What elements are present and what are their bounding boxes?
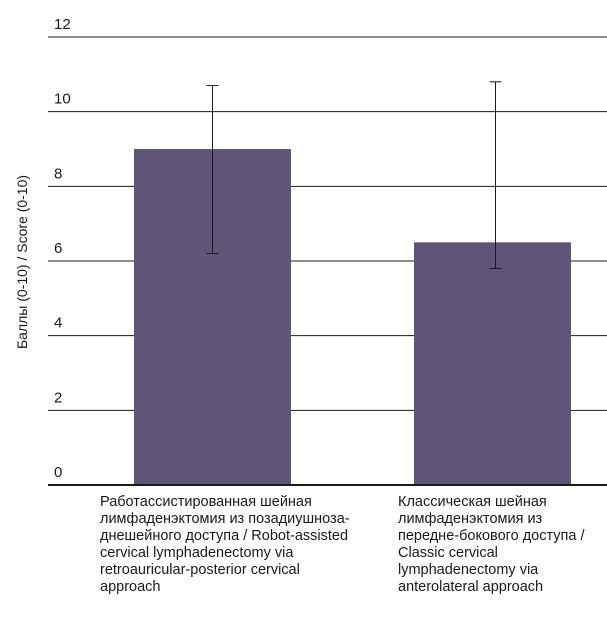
y-tick-label: 0 [54, 464, 62, 481]
y-tick-label: 10 [54, 91, 71, 108]
x-category-label-robot-assisted: Работассистированная шейная лимфаденэкто… [100, 494, 350, 595]
y-axis-label: Баллы (0-10) / Score (0-10) [14, 175, 30, 349]
y-tick-labels: 0 2 4 6 8 10 12 [54, 16, 71, 481]
error-bar-0 [206, 85, 219, 255]
error-bars [206, 81, 502, 269]
y-tick-label: 2 [54, 389, 62, 406]
y-tick-label: 12 [54, 16, 71, 33]
y-tick-label: 4 [54, 315, 62, 332]
bar-1 [414, 242, 571, 485]
y-tick-label: 6 [54, 240, 62, 257]
bars [134, 149, 571, 485]
y-tick-label: 8 [54, 165, 62, 182]
error-bar-1 [489, 81, 502, 269]
x-category-label-classic: Классическая шейная лимфаденэктомия из п… [398, 494, 585, 595]
